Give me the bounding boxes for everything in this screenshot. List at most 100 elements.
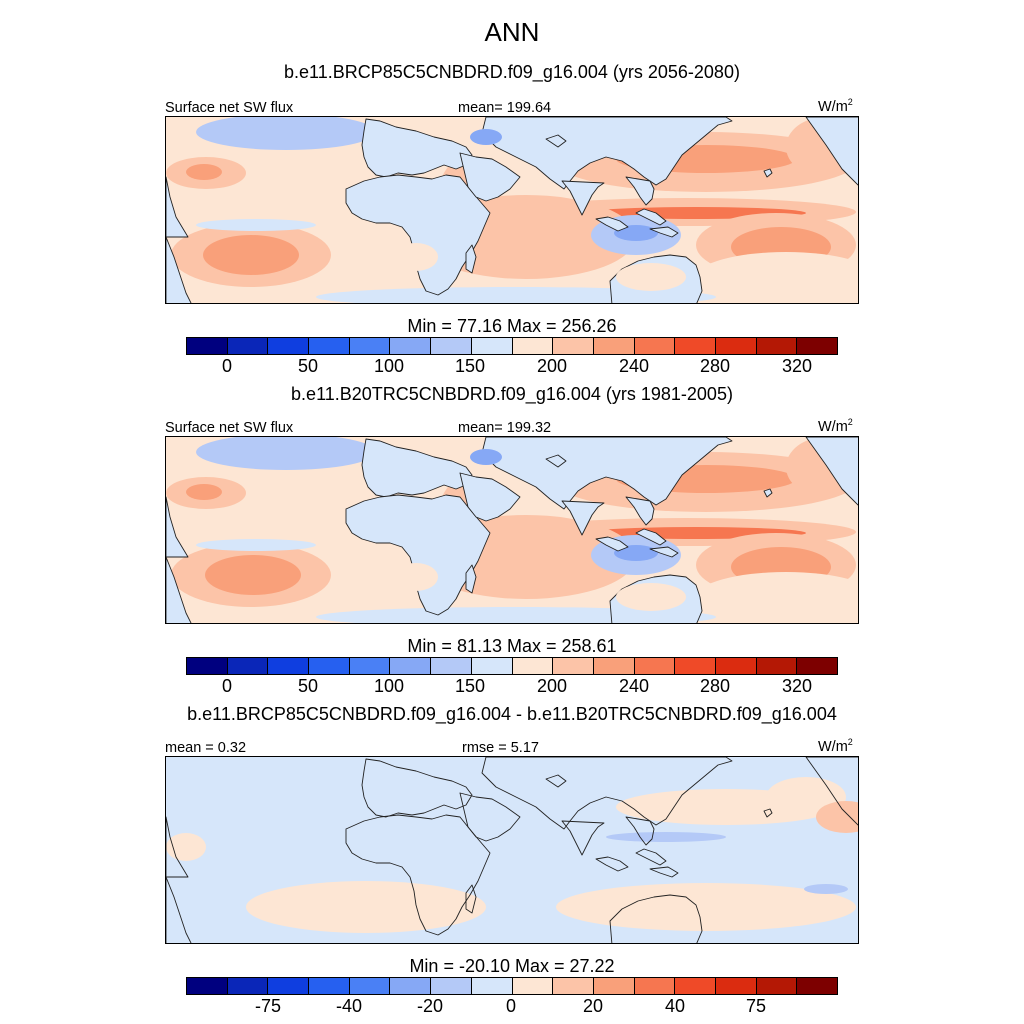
colorbar-tick-label: 50	[297, 356, 319, 376]
panel-3-units-text: W/m	[818, 738, 848, 755]
panel-1-units-text: W/m	[818, 98, 848, 115]
colorbar-swatch	[471, 978, 513, 994]
panel-1-left-label: Surface net SW flux	[165, 100, 294, 116]
colorbar-swatch	[268, 978, 310, 994]
main-title: ANN	[484, 17, 540, 47]
colorbar-swatch	[431, 978, 472, 994]
colorbar-tick-label: -75	[254, 996, 281, 1016]
panel-3-colorbar	[186, 977, 838, 995]
panel-2-map	[165, 436, 859, 624]
colorbar-swatch	[431, 658, 472, 674]
panel-1-mean-label: mean= 199.64	[458, 100, 552, 116]
panel-1-map	[165, 116, 859, 304]
colorbar-swatch	[512, 978, 554, 994]
colorbar-swatch	[634, 658, 676, 674]
colorbar-swatch	[512, 658, 554, 674]
colorbar-swatch	[349, 338, 391, 354]
colorbar-tick-label: 75	[745, 996, 767, 1016]
colorbar-tick-label: 240	[618, 676, 650, 696]
colorbar-tick-label: 200	[536, 676, 568, 696]
colorbar-swatch	[309, 338, 350, 354]
colorbar-tick-label: 150	[454, 356, 486, 376]
colorbar-tick-label: 0	[221, 356, 232, 376]
colorbar-swatch	[187, 978, 228, 994]
panel-1-units-sup: 2	[847, 97, 853, 107]
panel-1-title: b.e11.BRCP85C5CNBDRD.f09_g16.004 (yrs 20…	[284, 62, 740, 82]
colorbar-swatch	[431, 338, 472, 354]
panel-2-mean-label: mean= 199.32	[458, 420, 552, 436]
colorbar-tick-label: 240	[618, 356, 650, 376]
colorbar-swatch	[675, 978, 716, 994]
colorbar-swatch	[756, 658, 798, 674]
panel-3-units-sup: 2	[847, 737, 853, 747]
colorbar-swatch	[553, 978, 594, 994]
colorbar-tick-label: 0	[505, 996, 516, 1016]
panel-2-colorbar	[186, 657, 838, 675]
colorbar-swatch	[553, 658, 594, 674]
colorbar-tick-label: 100	[373, 356, 405, 376]
colorbar-swatch	[675, 658, 716, 674]
colorbar-tick-label: 50	[297, 676, 319, 696]
colorbar-swatch	[268, 658, 310, 674]
colorbar-swatch	[715, 978, 757, 994]
colorbar-swatch	[187, 658, 228, 674]
colorbar-swatch	[715, 658, 757, 674]
colorbar-swatch	[471, 658, 513, 674]
colorbar-tick-label: 320	[781, 676, 813, 696]
colorbar-swatch	[593, 658, 635, 674]
panel-1-units: W/m2	[818, 97, 853, 115]
colorbar-swatch	[390, 978, 432, 994]
colorbar-tick-label: 150	[454, 676, 486, 696]
colorbar-swatch	[512, 338, 554, 354]
colorbar-swatch	[797, 658, 837, 674]
colorbar-tick-label: -40	[335, 996, 362, 1016]
panel-2-units-text: W/m	[818, 418, 848, 435]
colorbar-swatch	[634, 978, 676, 994]
colorbar-swatch	[227, 978, 269, 994]
colorbar-swatch	[309, 978, 350, 994]
colorbar-swatch	[349, 978, 391, 994]
colorbar-swatch	[349, 658, 391, 674]
colorbar-swatch	[756, 978, 798, 994]
panel-2-left-label: Surface net SW flux	[165, 420, 294, 436]
panel-1-colorbar	[186, 337, 838, 355]
panel-2-minmax: Min = 81.13 Max = 258.61	[407, 636, 617, 656]
colorbar-swatch	[675, 338, 716, 354]
colorbar-tick-label: 280	[699, 356, 731, 376]
colorbar-swatch	[309, 658, 350, 674]
colorbar-tick-label: 200	[536, 356, 568, 376]
colorbar-swatch	[390, 658, 432, 674]
colorbar-swatch	[471, 338, 513, 354]
panel-2-colorbar-ticks: 0 50 100 150 200 240 280 320	[0, 676, 1024, 698]
colorbar-tick-label: 0	[221, 676, 232, 696]
panel-3-mean-label: mean = 0.32	[165, 740, 247, 756]
colorbar-swatch	[797, 978, 837, 994]
colorbar-tick-label: 280	[699, 676, 731, 696]
colorbar-swatch	[715, 338, 757, 354]
colorbar-swatch	[593, 978, 635, 994]
colorbar-tick-label: 20	[582, 996, 604, 1016]
colorbar-tick-label: 40	[664, 996, 686, 1016]
panel-3-map	[165, 756, 859, 944]
colorbar-swatch	[756, 338, 798, 354]
panel-1-colorbar-ticks: 0 50 100 150 200 240 280 320	[0, 356, 1024, 378]
panel-3-units: W/m2	[818, 737, 853, 755]
colorbar-tick-label: 100	[373, 676, 405, 696]
colorbar-swatch	[634, 338, 676, 354]
colorbar-swatch	[268, 338, 310, 354]
colorbar-swatch	[227, 658, 269, 674]
colorbar-swatch	[227, 338, 269, 354]
panel-1-minmax: Min = 77.16 Max = 256.26	[407, 316, 617, 336]
colorbar-swatch	[553, 338, 594, 354]
colorbar-swatch	[390, 338, 432, 354]
colorbar-tick-label: -20	[416, 996, 443, 1016]
colorbar-swatch	[187, 338, 228, 354]
panel-2-title: b.e11.B20TRC5CNBDRD.f09_g16.004 (yrs 198…	[291, 384, 733, 404]
colorbar-swatch	[593, 338, 635, 354]
panel-3-title: b.e11.BRCP85C5CNBDRD.f09_g16.004 - b.e11…	[187, 704, 837, 724]
panel-2-units-sup: 2	[847, 417, 853, 427]
colorbar-tick-label: 320	[781, 356, 813, 376]
panel-3-colorbar-ticks: -75 -40 -20 0 20 40 75	[0, 996, 1024, 1018]
panel-3-rmse-label: rmse = 5.17	[462, 740, 539, 756]
colorbar-swatch	[797, 338, 837, 354]
